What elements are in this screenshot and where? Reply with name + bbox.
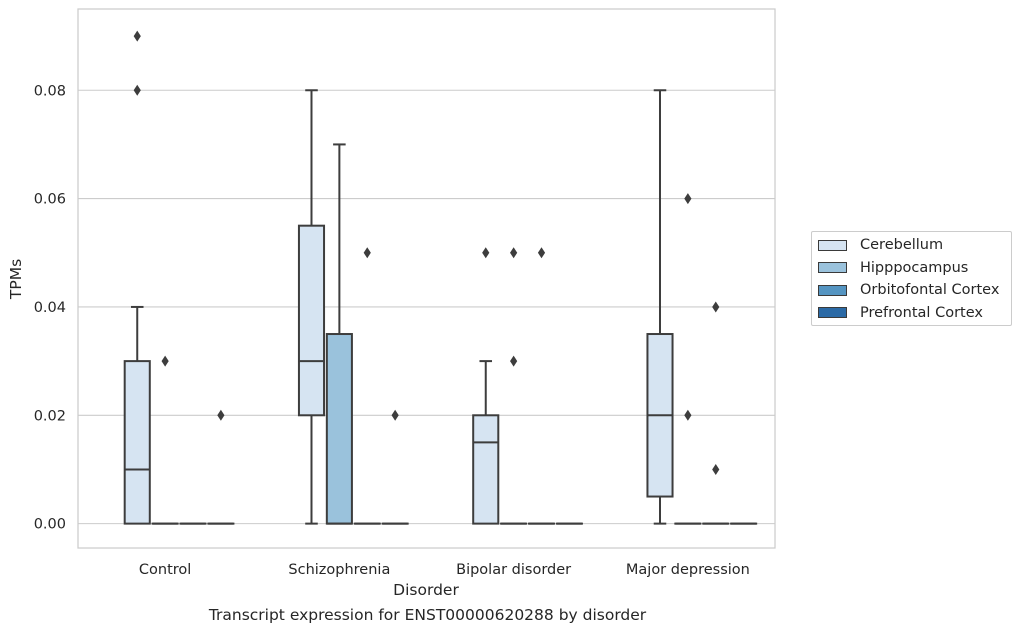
x-tick-label: Major depression [626, 562, 750, 578]
chart-legend: Cerebellum Hipppocampus Orbitofontal Corte… [811, 231, 1012, 326]
box-body [325, 333, 353, 525]
outlier-point [217, 409, 225, 421]
y-tick-label: 0.02 [34, 408, 66, 424]
x-tick-label: Schizophrenia [288, 562, 390, 578]
legend-label: Prefrontal Cortex [860, 304, 983, 321]
box-hipppocampus [500, 247, 528, 525]
box-hipppocampus [151, 355, 179, 525]
outlier-point [712, 301, 720, 313]
outlier-point [537, 247, 546, 259]
legend-item: Cerebellum [818, 235, 943, 255]
outlier-point [161, 355, 169, 367]
box-body [297, 224, 326, 417]
outlier-point [510, 355, 518, 367]
box-orbitofontal-cortex [527, 247, 556, 525]
legend-swatch [818, 284, 847, 296]
y-axis-label: TPMs [7, 259, 25, 300]
y-tick-label: 0.08 [34, 83, 66, 99]
x-axis-ticks: Control Schizophrenia Bipolar disorder Majo… [139, 562, 750, 578]
box-hipppocampus [674, 193, 702, 525]
outlier-point [133, 84, 141, 96]
box-prefrontal-cortex [207, 409, 235, 525]
y-tick-label: 0.04 [34, 300, 66, 316]
y-tick-label: 0.06 [34, 192, 66, 208]
box-hipppocampus [325, 143, 353, 525]
legend-label: Orbitofontal Cortex [860, 282, 1000, 298]
outlier-point [684, 409, 692, 421]
box-cerebellum [646, 89, 674, 525]
box-orbitofontal-cortex [702, 301, 730, 525]
legend-item: Orbitofontal Cortex [818, 280, 999, 300]
x-tick-label: Bipolar disorder [456, 562, 571, 578]
y-axis-ticks: 0.00 0.02 0.04 0.06 0.08 [34, 83, 66, 532]
box-prefrontal-cortex [381, 409, 409, 525]
box-body [123, 360, 151, 525]
boxplot-series [123, 30, 758, 525]
outlier-point [391, 409, 399, 421]
outlier-point [133, 30, 141, 42]
legend-swatch [818, 239, 847, 251]
legend-swatch [818, 262, 847, 273]
legend-label: Hipppocampus [860, 259, 969, 276]
box-orbitofontal-cortex [353, 247, 381, 525]
box-body [472, 414, 500, 525]
plot-area-frame [77, 8, 776, 549]
box-cerebellum [123, 30, 151, 525]
outlier-point [363, 247, 371, 259]
box-cerebellum [297, 89, 326, 525]
y-tick-label: 0.00 [34, 517, 66, 533]
x-tick-label: Control [139, 562, 191, 578]
legend-swatch [818, 307, 847, 318]
outlier-point [712, 463, 720, 475]
box-cerebellum [472, 247, 500, 525]
legend-item: Prefrontal Cortex [818, 303, 983, 323]
outlier-point [510, 247, 518, 259]
legend-label: Cerebellum [860, 237, 944, 253]
x-axis-label: Disorder [393, 581, 459, 599]
outlier-point [684, 193, 692, 205]
outlier-point [482, 247, 490, 259]
legend-item: Hipppocampus [818, 258, 968, 278]
chart-caption: Transcript expression for ENST0000062028… [208, 606, 647, 624]
